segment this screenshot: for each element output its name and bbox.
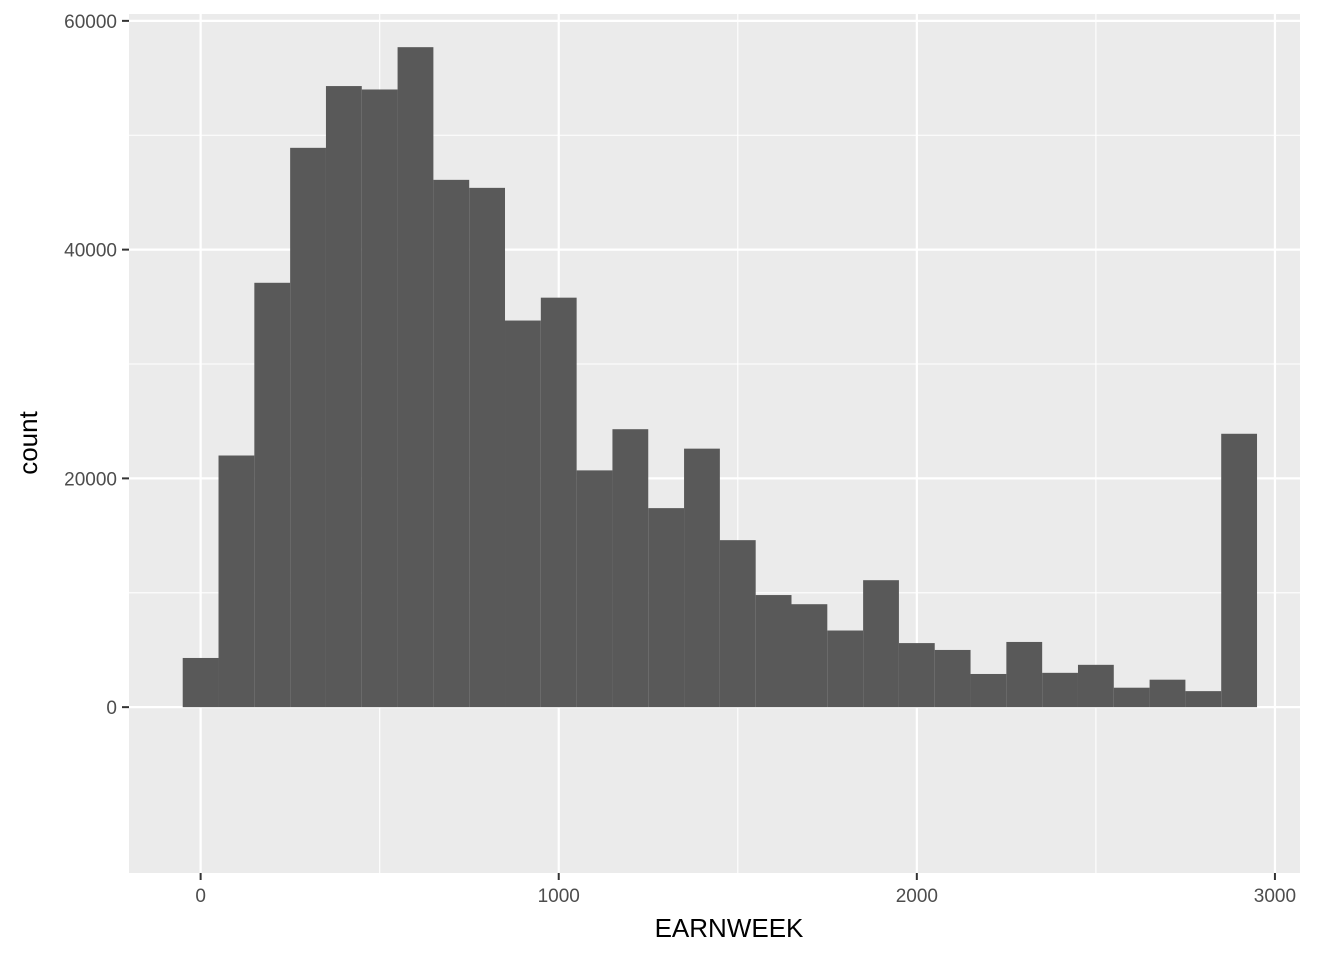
histogram-bar — [1185, 691, 1222, 708]
histogram-bar — [719, 540, 756, 708]
histogram-bar — [684, 448, 720, 708]
y-axis-tick-label: 40000 — [64, 241, 117, 262]
histogram-bar — [254, 282, 291, 708]
histogram-bar — [540, 297, 577, 708]
histogram-bar — [182, 657, 219, 708]
x-axis: 0 1000 2000 3000 — [195, 873, 1296, 907]
histogram-bar — [1042, 672, 1078, 708]
histogram-bar — [934, 649, 971, 708]
histogram-bar — [1077, 664, 1114, 708]
histogram-bar — [576, 470, 613, 708]
histogram-bar — [325, 86, 362, 708]
y-axis: 0 20000 40000 60000 — [64, 12, 129, 719]
x-axis-title: EARNWEEK — [655, 913, 804, 943]
histogram-bar — [827, 630, 864, 708]
x-axis-tick-label: 1000 — [538, 886, 580, 907]
y-axis-tick-label: 60000 — [64, 12, 117, 33]
histogram-bar — [1113, 687, 1150, 708]
histogram-bar — [970, 673, 1007, 708]
histogram-bar — [755, 595, 792, 708]
histogram-bar — [648, 508, 685, 708]
y-axis-title: count — [13, 410, 43, 474]
histogram-bar — [361, 89, 398, 708]
histogram-bar — [898, 643, 935, 708]
histogram-bar — [397, 47, 434, 708]
x-axis-tick-label: 2000 — [896, 886, 938, 907]
histogram-bar — [290, 147, 326, 708]
y-axis-tick-label: 0 — [106, 698, 117, 719]
x-axis-tick-label: 0 — [195, 886, 206, 907]
histogram-bar — [1149, 679, 1186, 708]
histogram-bar — [863, 580, 899, 708]
histogram-bar — [791, 604, 828, 708]
histogram-bar — [1006, 641, 1043, 708]
histogram-bar — [469, 187, 506, 708]
x-axis-tick-label: 3000 — [1254, 886, 1296, 907]
histogram-bar — [433, 179, 470, 708]
histogram-bar — [1221, 433, 1258, 708]
histogram-bar — [505, 320, 541, 708]
y-axis-tick-label: 20000 — [64, 469, 117, 490]
histogram-bars — [182, 47, 1258, 708]
histogram-bar — [218, 455, 255, 708]
histogram-bar — [612, 429, 649, 708]
